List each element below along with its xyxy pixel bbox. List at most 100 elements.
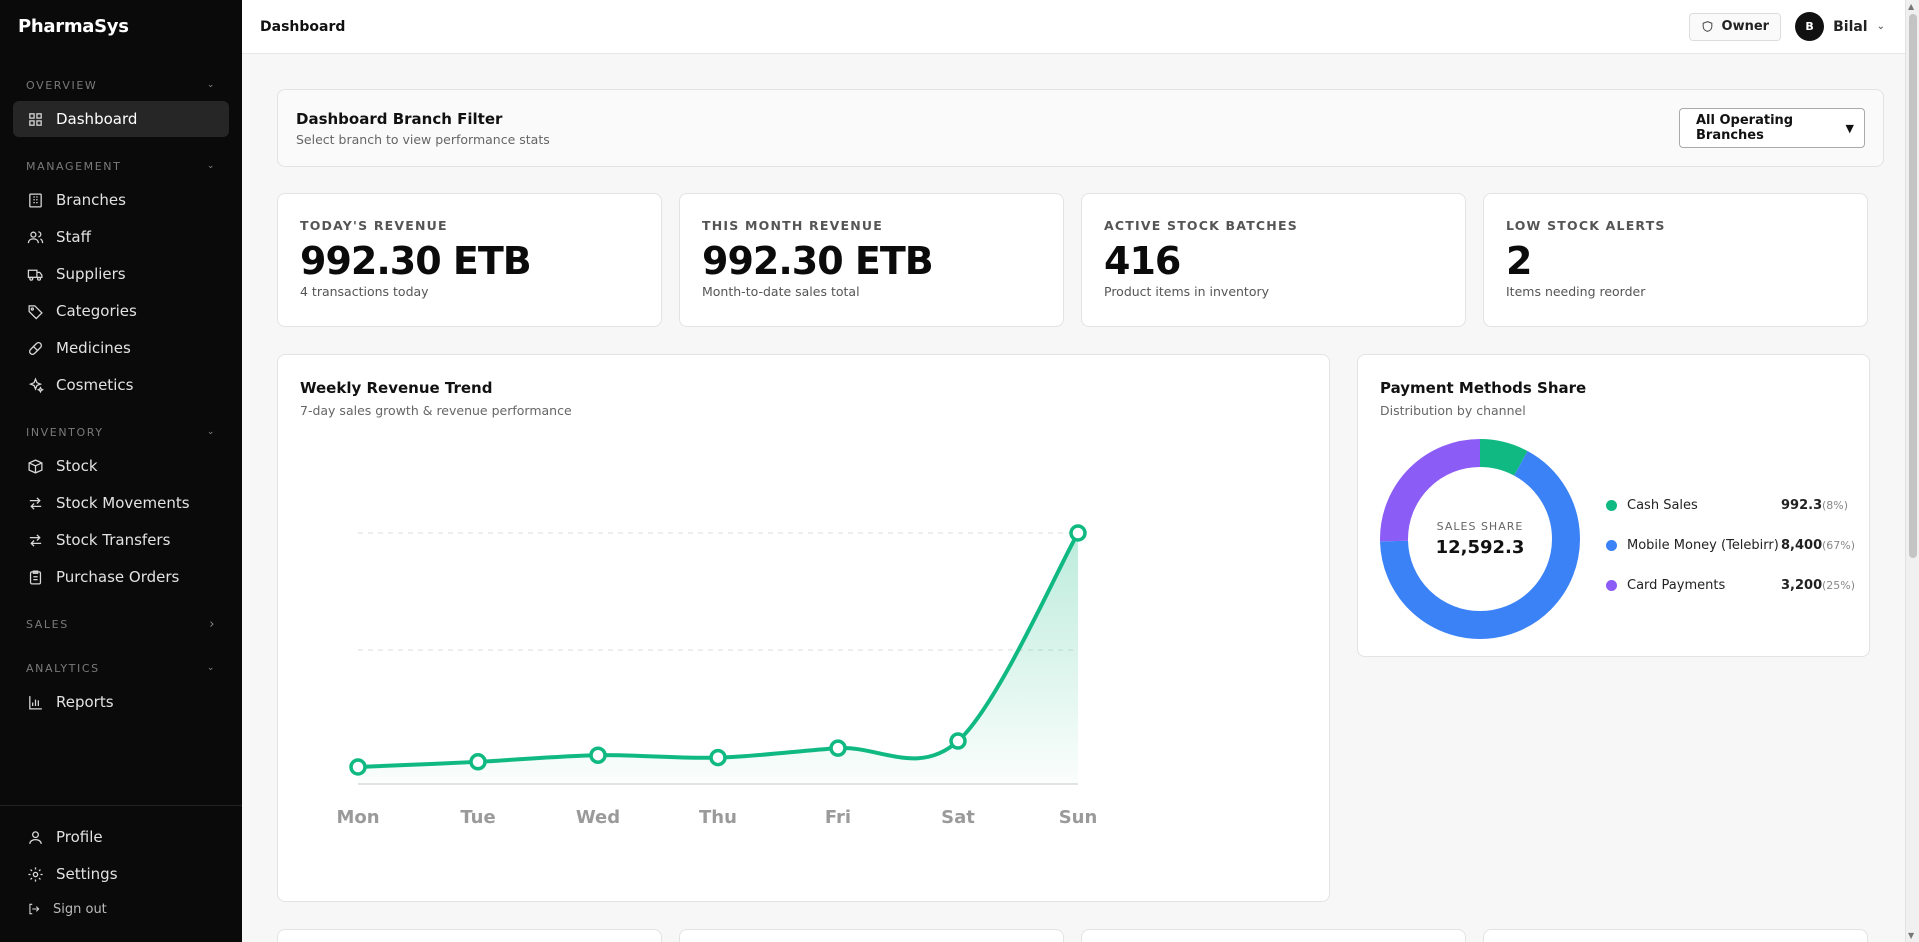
sidebar-section-label: SALES: [26, 617, 69, 631]
data-point: [589, 746, 607, 764]
sidebar-item-purchase-orders[interactable]: Purchase Orders: [13, 559, 229, 595]
log-out-icon: [29, 903, 40, 915]
sidebar-item-label: Medicines: [56, 339, 131, 357]
branch-select-value: All Operating Branches: [1696, 113, 1794, 143]
role-badge[interactable]: Owner: [1688, 12, 1782, 41]
chevron-down-icon: ⌄: [206, 161, 216, 171]
sidebar-section-header[interactable]: ANALYTICS ⌄: [13, 653, 229, 683]
legend-name: Card Payments: [1627, 577, 1726, 593]
sidebar-item-profile[interactable]: Profile: [13, 819, 229, 855]
main-area: Dashboard Owner B Bilal ⌄ Dashboard Bran…: [242, 0, 1919, 942]
weekly-revenue-chart: Mon Tue Wed Thu Fri Sat Sun: [336, 524, 1098, 828]
legend-dot: [1606, 579, 1617, 591]
sidebar-item-label: Settings: [56, 865, 118, 883]
trend-subtitle: 7-day sales growth & revenue performance: [300, 403, 572, 418]
legend-value: 3,200: [1781, 577, 1823, 593]
weekly-revenue-card: Weekly Revenue Trend 7-day sales growth …: [277, 354, 1330, 902]
stat-value: 992.30 ETB: [702, 239, 934, 283]
filter-title: Dashboard Branch Filter: [296, 109, 503, 128]
sidebar-section-label: OVERVIEW: [26, 78, 98, 92]
x-tick-label: Sun: [1059, 807, 1098, 828]
legend-item: Card Payments 3,200 (25%): [1606, 565, 1856, 605]
sidebar-item-branches[interactable]: Branches: [13, 182, 229, 218]
stat-subtext: Month-to-date sales total: [702, 284, 860, 299]
stat-value: 992.30 ETB: [300, 239, 532, 283]
avatar: B: [1795, 12, 1825, 41]
stats-row: TODAY'S REVENUE 992.30 ETB 4 transactions …: [277, 193, 1884, 327]
sidebar-nav: OVERVIEW ⌄ Dashboard MANAGEMENT ⌄ Branches Sta…: [0, 52, 242, 805]
shield-icon: [1702, 21, 1712, 32]
scrollbar-thumb[interactable]: [1909, 14, 1917, 558]
sidebar-item-categories[interactable]: Categories: [13, 293, 229, 329]
donut-slice: [1380, 439, 1580, 639]
sidebar-section-label: INVENTORY: [26, 425, 104, 439]
legend-value: 992.3: [1781, 497, 1823, 513]
sidebar-item-stock-transfers[interactable]: Stock Transfers: [13, 522, 229, 558]
donut-center: SALES SHARE 12,592.3: [1380, 439, 1580, 639]
tag-icon: [28, 304, 43, 319]
branch-filter-card: Dashboard Branch Filter Select branch to…: [277, 89, 1884, 167]
data-point: [709, 748, 727, 767]
stat-value: 2: [1506, 239, 1532, 283]
user-menu[interactable]: B Bilal ⌄: [1795, 12, 1885, 41]
x-tick-label: Sat: [941, 807, 975, 828]
branch-select[interactable]: All Operating Branches ▼: [1679, 108, 1865, 148]
stat-card: LOW STOCK ALERTS 2 Items needing reorder: [1483, 193, 1868, 327]
sidebar-section-header[interactable]: SALES ›: [13, 609, 229, 639]
legend-name: Mobile Money (Telebirr): [1627, 537, 1779, 553]
page-scrollbar[interactable]: ▲ ▼: [1905, 0, 1919, 942]
legend-percent: (67%): [1822, 538, 1856, 552]
stat-card: TODAY'S REVENUE 992.30 ETB 4 transactions …: [277, 193, 662, 327]
sidebar-item-dashboard[interactable]: Dashboard: [13, 101, 229, 137]
legend-percent: (25%): [1822, 578, 1856, 592]
donut-center-label: SALES SHARE: [1436, 520, 1524, 533]
sidebar-item-staff[interactable]: Staff: [13, 219, 229, 255]
sidebar-item-settings[interactable]: Settings: [13, 856, 229, 892]
legend-value: 8,400: [1781, 537, 1823, 553]
sidebar-footer: Profile Settings Sign out: [0, 805, 242, 942]
sidebar-item-reports[interactable]: Reports: [13, 684, 229, 720]
x-tick-label: Fri: [825, 807, 851, 828]
box-icon: [28, 458, 43, 474]
sign-out-button[interactable]: Sign out: [13, 893, 229, 925]
sidebar-item-medicines[interactable]: Medicines: [13, 330, 229, 366]
sidebar-item-stock[interactable]: Stock: [13, 448, 229, 484]
scroll-up-icon[interactable]: ▲: [1908, 2, 1915, 11]
payment-methods-card: Payment Methods Share Distribution by ch…: [1357, 354, 1870, 657]
sidebar-item-cosmetics[interactable]: Cosmetics: [13, 367, 229, 403]
stat-label: TODAY'S REVENUE: [300, 218, 448, 233]
x-tick-label: Tue: [460, 807, 495, 828]
chevron-down-icon: ▼: [1845, 121, 1854, 135]
sidebar-item-label: Categories: [56, 302, 137, 320]
area-fill: [358, 533, 1078, 784]
scroll-down-icon[interactable]: ▼: [1908, 931, 1915, 940]
legend-percent: (8%): [1822, 498, 1849, 512]
chevron-down-icon: ⌄: [206, 80, 216, 90]
sidebar-section-label: MANAGEMENT: [26, 159, 122, 173]
x-tick-label: Mon: [336, 807, 379, 828]
sidebar: PharmaSys OVERVIEW ⌄ Dashboard MANAGEMENT ⌄ B…: [0, 0, 242, 942]
donut-center-value: 12,592.3: [1435, 537, 1525, 558]
sidebar-item-label: Profile: [56, 828, 103, 846]
legend-item: Cash Sales 992.3 (8%): [1606, 485, 1849, 525]
transfer-icon: [29, 533, 42, 547]
sidebar-item-suppliers[interactable]: Suppliers: [13, 256, 229, 292]
role-label: Owner: [1721, 19, 1770, 34]
data-point: [469, 753, 487, 771]
stat-label: ACTIVE STOCK BATCHES: [1104, 218, 1298, 233]
legend-name: Cash Sales: [1627, 497, 1698, 513]
stat-card: THIS MONTH REVENUE 992.30 ETB Month-to-dat…: [679, 193, 1064, 327]
sidebar-item-stock-movements[interactable]: Stock Movements: [13, 485, 229, 521]
pill-icon: [29, 341, 42, 355]
sidebar-section-header[interactable]: INVENTORY ⌄: [13, 417, 229, 447]
sidebar-section-header[interactable]: OVERVIEW ⌄: [13, 70, 229, 100]
data-point: [949, 732, 967, 750]
sidebar-item-label: Stock Transfers: [56, 531, 171, 549]
sidebar-section-header[interactable]: MANAGEMENT ⌄: [13, 151, 229, 181]
x-tick-label: Thu: [699, 807, 737, 828]
data-point: [1069, 524, 1087, 542]
sidebar-item-label: Branches: [56, 191, 126, 209]
bottom-card: [1081, 929, 1466, 942]
sidebar-item-label: Purchase Orders: [56, 568, 180, 586]
payment-legend: Cash Sales 992.3 (8%) Mobile Money (Telebir…: [1606, 485, 1856, 605]
